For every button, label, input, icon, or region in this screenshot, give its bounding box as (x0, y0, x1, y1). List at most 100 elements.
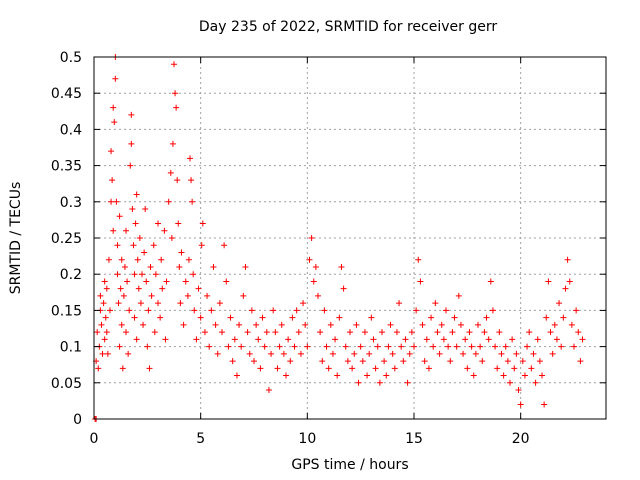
data-point (116, 343, 123, 350)
data-point (148, 292, 155, 299)
data-point (571, 343, 577, 350)
axis-ticks (93, 56, 606, 420)
data-point (168, 235, 175, 241)
data-point (100, 300, 107, 307)
y-tick-label: 0.3 (60, 195, 82, 211)
data-point (128, 111, 135, 118)
data-point (265, 387, 272, 394)
data-point (94, 329, 101, 336)
data-point (287, 358, 294, 365)
data-point (349, 365, 356, 372)
data-point (419, 321, 426, 328)
data-point (477, 343, 484, 350)
data-point (319, 358, 326, 365)
data-point (517, 401, 524, 408)
data-point (513, 350, 520, 357)
data-point (396, 300, 403, 307)
data-point (545, 278, 552, 285)
data-point (487, 278, 494, 285)
data-point (231, 336, 238, 343)
data-point (123, 329, 129, 336)
data-point (353, 321, 360, 328)
data-point (455, 292, 462, 299)
data-point (425, 365, 432, 372)
data-point (136, 235, 143, 241)
data-point (515, 387, 522, 394)
data-point (443, 307, 449, 314)
data-point (536, 358, 543, 365)
data-point (564, 256, 571, 263)
data-point (421, 358, 428, 365)
data-point (355, 379, 362, 386)
data-point (568, 321, 575, 328)
data-point (447, 358, 454, 365)
data-point (117, 285, 124, 292)
data-point (502, 343, 509, 350)
data-point (340, 285, 347, 292)
data-point (109, 177, 116, 184)
data-point (276, 343, 283, 350)
data-point (560, 314, 567, 321)
y-tick-label: 0.35 (51, 159, 82, 175)
data-point (470, 372, 477, 379)
data-point (140, 321, 147, 328)
data-point (119, 365, 126, 372)
data-point (124, 278, 131, 285)
data-point (289, 314, 296, 321)
data-point (248, 307, 255, 314)
data-point (509, 336, 516, 343)
data-point (242, 263, 249, 270)
data-point (101, 336, 108, 343)
y-tick-label: 0.15 (51, 303, 82, 319)
y-tick-label: 0.45 (51, 86, 82, 102)
data-point (233, 372, 240, 379)
data-point (562, 285, 569, 292)
data-point (428, 314, 435, 321)
data-point (185, 256, 192, 263)
data-point (187, 155, 193, 162)
data-point (257, 365, 264, 372)
data-point (381, 358, 388, 365)
data-point (483, 314, 490, 321)
data-point (172, 90, 179, 97)
data-point (142, 206, 149, 213)
data-point (383, 372, 390, 379)
data-point (430, 343, 437, 350)
data-point (131, 271, 138, 278)
data-point (551, 321, 558, 328)
data-point (190, 271, 197, 278)
data-point (496, 329, 503, 336)
data-point (492, 343, 499, 350)
data-point (189, 198, 196, 205)
data-point (204, 292, 211, 299)
data-point (116, 213, 123, 220)
data-point (359, 358, 366, 365)
x-tick-label: 10 (298, 431, 316, 447)
data-point (329, 350, 336, 357)
data-point (105, 256, 112, 263)
data-point (283, 372, 289, 379)
data-point (393, 329, 400, 336)
data-point (327, 321, 334, 328)
data-point (521, 372, 528, 379)
data-point (451, 314, 458, 321)
data-point (184, 292, 191, 299)
chart-title: Day 235 of 2022, SRMTID for receiver ger… (199, 19, 497, 35)
data-point (376, 379, 383, 386)
data-point (534, 336, 541, 343)
data-point (374, 343, 381, 350)
data-point (413, 307, 420, 314)
data-point (102, 314, 109, 321)
data-point (317, 329, 324, 336)
data-point (113, 198, 120, 205)
data-point (208, 307, 215, 314)
data-point (227, 314, 234, 321)
data-point (457, 321, 464, 328)
data-point (511, 365, 518, 372)
y-tick-label: 0.4 (60, 122, 82, 138)
data-point (500, 372, 507, 379)
data-point (210, 263, 217, 270)
data-point (300, 300, 307, 307)
data-point (272, 329, 279, 336)
data-point (291, 343, 298, 350)
